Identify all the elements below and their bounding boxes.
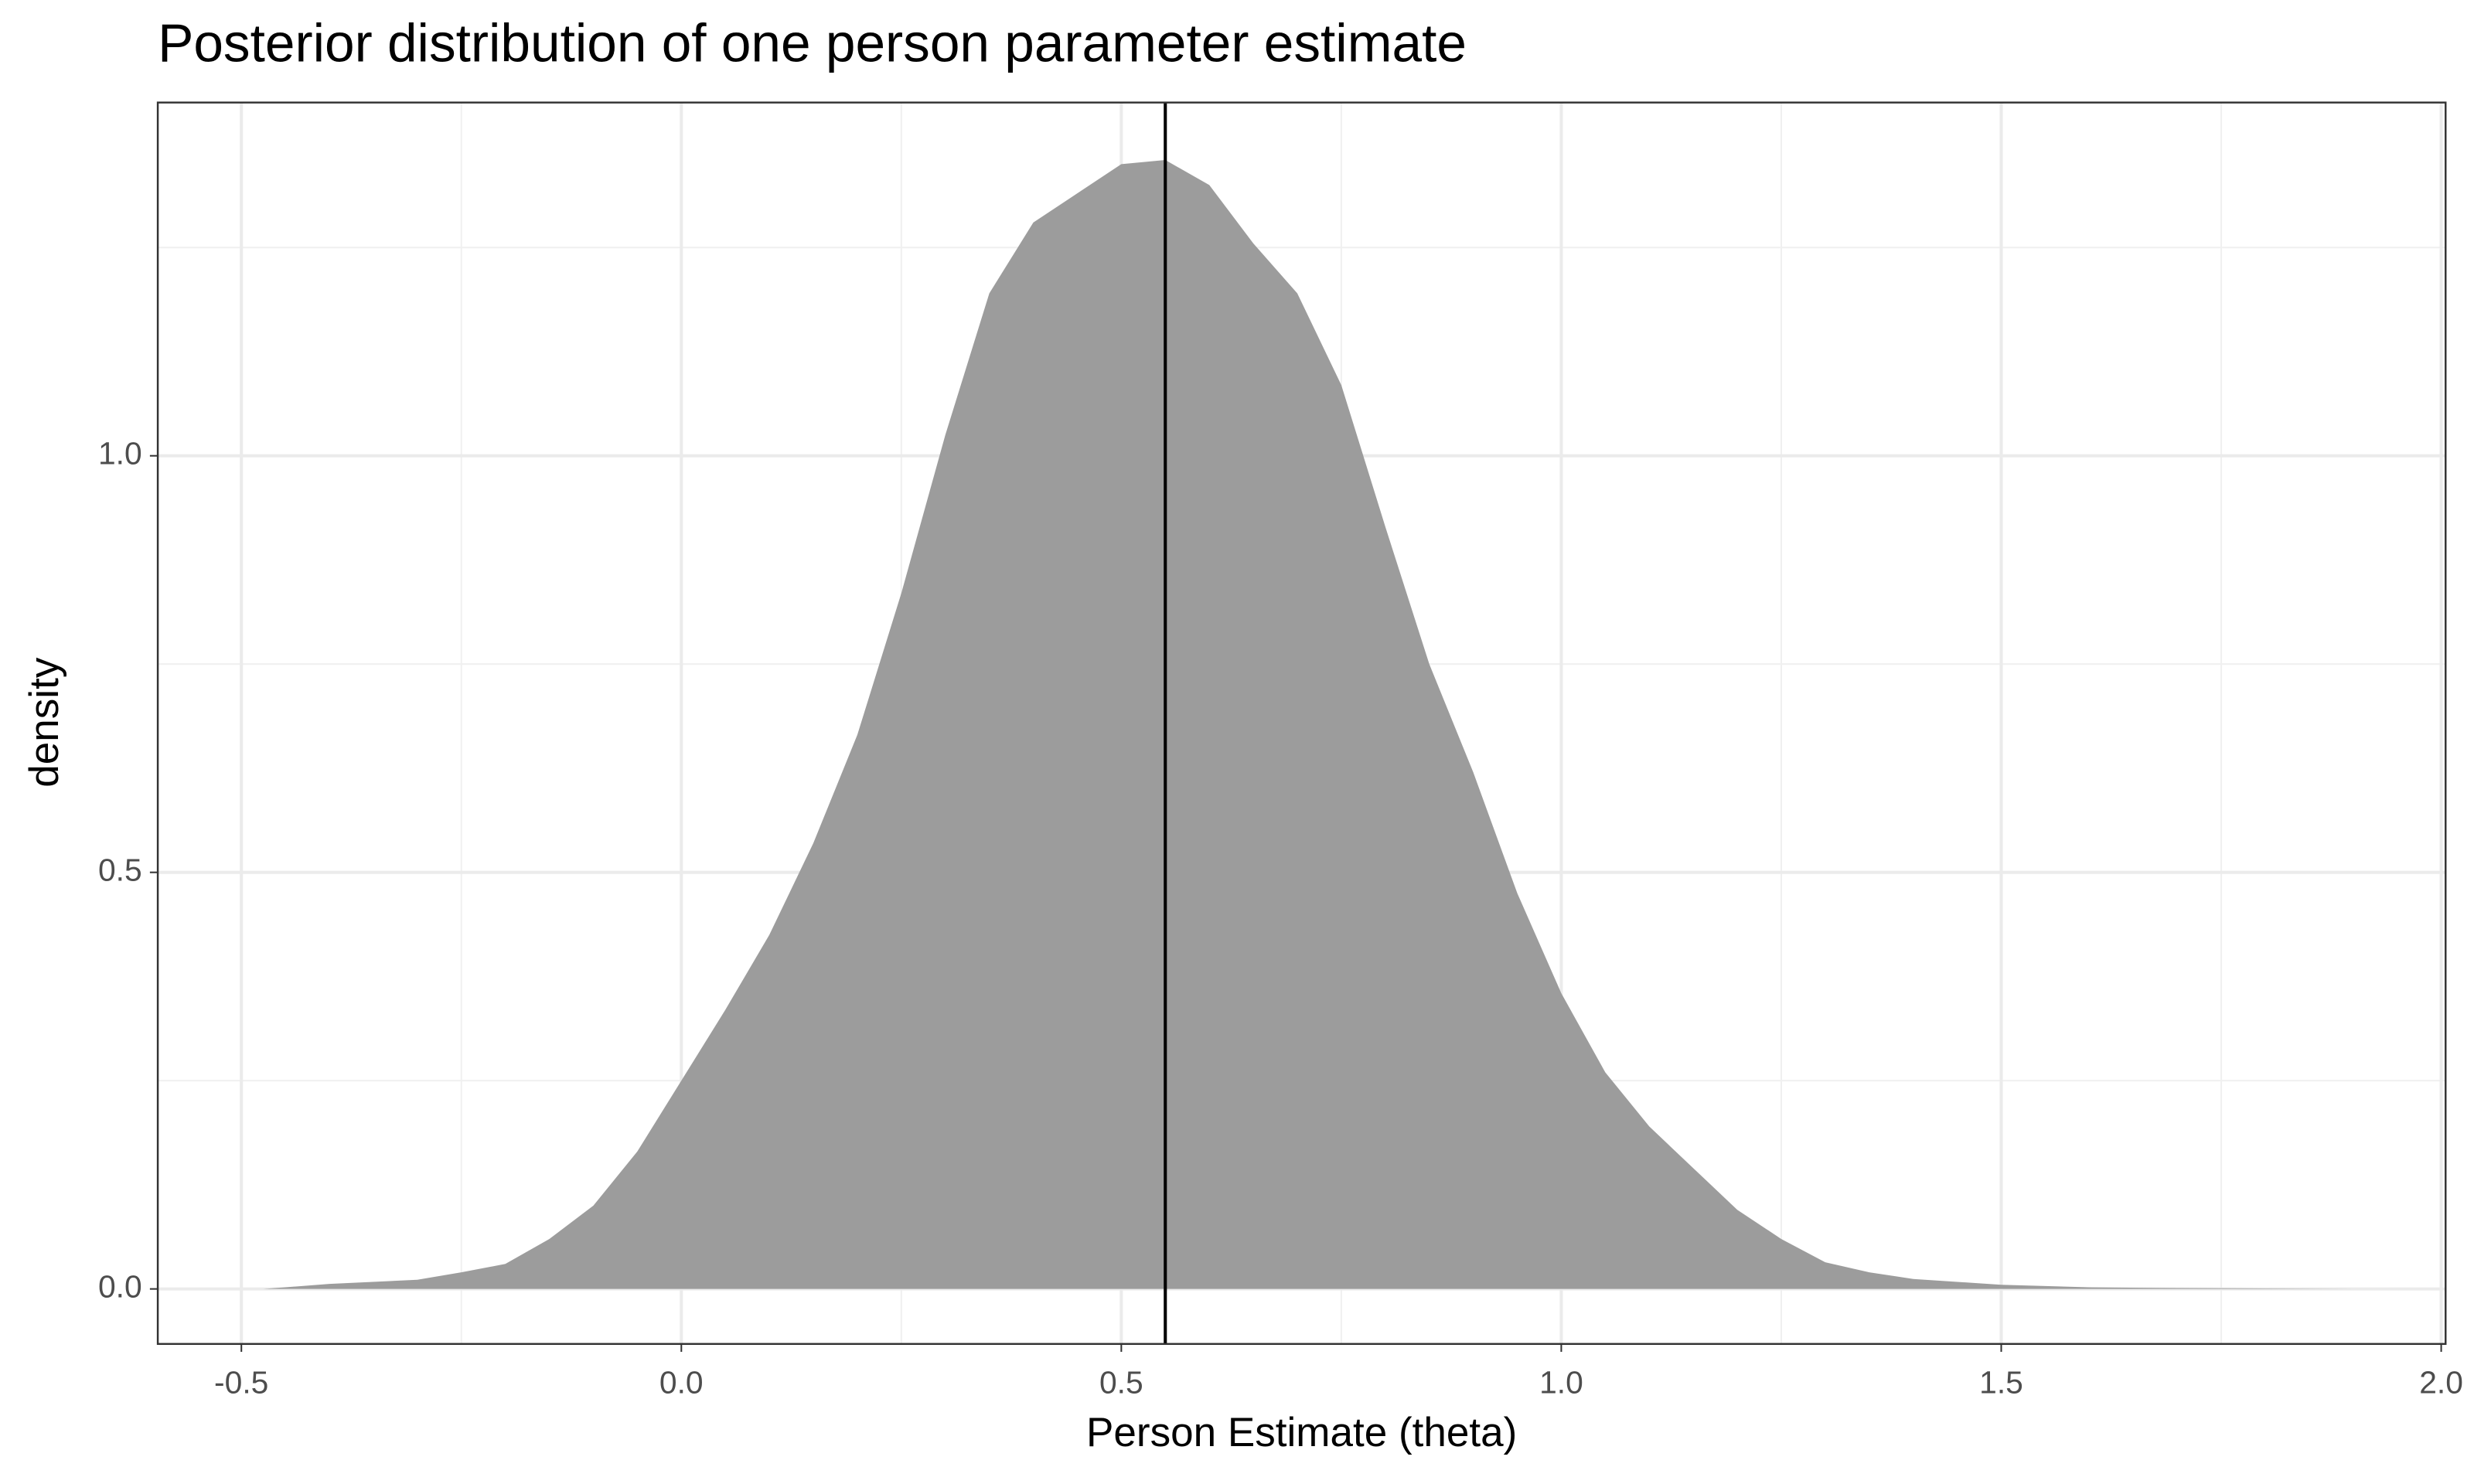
y-tick-label: 0.0: [98, 1268, 142, 1304]
x-axis-label: Person Estimate (theta): [1086, 1410, 1517, 1455]
x-tick-label: 0.5: [1099, 1365, 1143, 1401]
x-tick-label: -0.5: [214, 1365, 268, 1401]
y-tick-label: 1.0: [98, 435, 142, 471]
y-axis-label: density: [22, 657, 67, 788]
x-tick-label: 0.0: [659, 1365, 704, 1401]
x-tick-label: 1.0: [1539, 1365, 1583, 1401]
x-tick-label: 2.0: [2419, 1365, 2463, 1401]
y-tick-label: 0.5: [98, 852, 142, 887]
panel-border: [156, 101, 2447, 1346]
density-area: [263, 160, 2353, 1289]
chart-title: Posterior distribution of one person par…: [158, 13, 1467, 73]
x-tick-label: 1.5: [1979, 1365, 2023, 1401]
